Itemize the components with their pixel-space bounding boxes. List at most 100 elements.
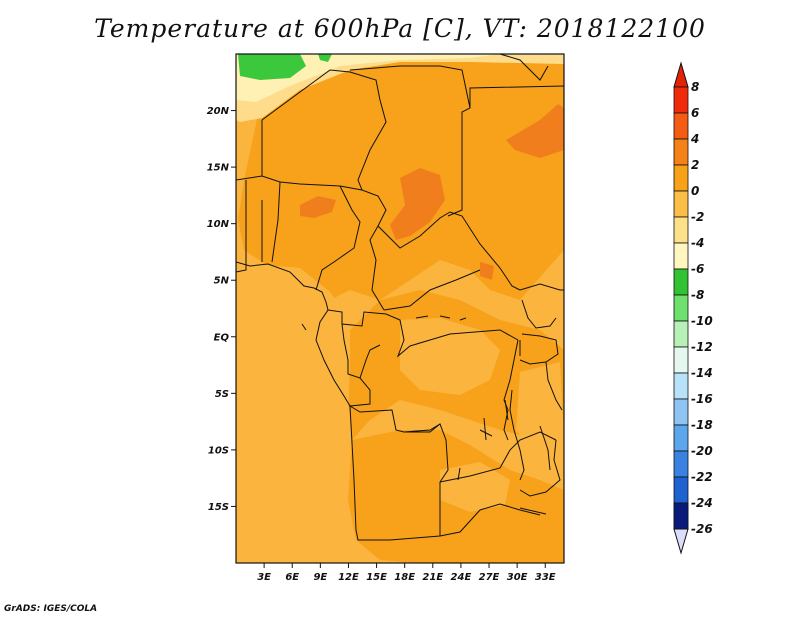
border-line xyxy=(457,467,461,481)
colorbar-segment xyxy=(673,86,689,114)
lon-tick-label: 6E xyxy=(285,572,299,583)
lon-tick-label: 27E xyxy=(479,572,500,583)
colorbar-bottom-arrow xyxy=(673,528,689,555)
colorbar-segment xyxy=(673,320,689,348)
field-region-0-2 xyxy=(440,462,510,512)
lat-tick-label: 15N xyxy=(207,163,230,174)
field-region-minus6-minus4 xyxy=(318,54,332,62)
border-line xyxy=(503,339,519,441)
field-region-4-6 xyxy=(480,262,494,280)
latitude-axis: 20N 15N 10N 5N EQ 5S 10S 15S xyxy=(207,106,236,513)
field-region-minus6-minus4 xyxy=(238,54,306,80)
lake-shore xyxy=(519,299,557,356)
colorbar-segment xyxy=(673,164,689,192)
country-borders xyxy=(236,54,564,541)
colorbar-segment xyxy=(673,112,689,140)
colorbar-label: 2 xyxy=(691,158,699,172)
colorbar-label: -10 xyxy=(691,314,713,328)
lat-tick-label: 5N xyxy=(214,276,230,287)
border-line xyxy=(341,323,381,379)
lon-tick-label: 15E xyxy=(366,572,387,583)
border-line xyxy=(519,333,559,365)
colorbar-segment xyxy=(673,294,689,322)
colorbar-segment xyxy=(673,190,689,218)
colorbar-label: -22 xyxy=(691,470,713,484)
lat-tick-label: 10S xyxy=(208,445,229,456)
colorbar-segment xyxy=(673,242,689,270)
lon-tick-label: 30E xyxy=(507,572,528,583)
border-line xyxy=(403,423,441,433)
border-line xyxy=(315,185,361,291)
colorbar-segment xyxy=(673,476,689,504)
map-frame xyxy=(235,53,565,564)
colorbar-label: 6 xyxy=(691,106,699,120)
lat-tick-label: 15S xyxy=(208,502,229,513)
border-line xyxy=(271,181,281,263)
colorbar-label: -18 xyxy=(691,418,713,432)
border-line xyxy=(377,211,521,291)
colorbar-segment xyxy=(673,372,689,400)
lake-shore xyxy=(479,417,493,441)
field-region-0-2 xyxy=(400,318,500,395)
lon-tick-label: 18E xyxy=(394,572,415,583)
colorbar-label: -16 xyxy=(691,392,713,406)
lat-tick-label: 20N xyxy=(207,106,230,117)
border-line xyxy=(348,377,449,483)
colorbar: 8 6 4 2 0 -2 -4 -6 -8 -10 -12 -14 -16 -18 -20 -22 -24 -26 xyxy=(673,61,713,555)
field-region-0-2 xyxy=(236,262,350,563)
colorbar-segment xyxy=(673,268,689,296)
colorbar-label: -24 xyxy=(691,496,713,510)
lake-shore xyxy=(504,389,525,481)
colorbar-label: -26 xyxy=(691,522,713,536)
border-line xyxy=(519,439,561,497)
colorbar-top-arrow xyxy=(673,61,689,88)
field-region-4-6 xyxy=(506,104,564,158)
lon-tick-label: 3E xyxy=(257,572,271,583)
grads-credit: GrADS: IGES/COLA xyxy=(4,604,98,614)
map-title: Temperature at 600hPa [C], VT: 201812210… xyxy=(94,14,706,43)
border-line xyxy=(519,283,564,291)
colorbar-segment xyxy=(673,346,689,374)
lon-tick-label: 12E xyxy=(338,572,359,583)
border-line xyxy=(383,269,481,311)
border-line xyxy=(236,180,247,273)
colorbar-segment xyxy=(673,424,689,452)
border-line xyxy=(349,65,471,217)
lon-tick-label: 24E xyxy=(451,572,472,583)
lon-tick-label: 33E xyxy=(535,572,556,583)
colorbar-label: -6 xyxy=(691,262,704,276)
field-region-4-6 xyxy=(300,196,336,218)
border-line xyxy=(545,361,563,411)
colorbar-label: -2 xyxy=(691,210,704,224)
border-line xyxy=(439,431,557,483)
border-line xyxy=(261,69,387,191)
coastline xyxy=(236,261,351,407)
colorbar-segment xyxy=(673,450,689,478)
lat-tick-label: 5S xyxy=(215,389,229,400)
temperature-field xyxy=(236,54,564,563)
border-line xyxy=(469,85,564,108)
lake-shore xyxy=(519,425,551,515)
colorbar-label: -12 xyxy=(691,340,713,354)
colorbar-label: 8 xyxy=(691,80,699,94)
border-line xyxy=(499,54,549,81)
colorbar-segment xyxy=(673,138,689,166)
lake-shore xyxy=(301,315,467,331)
field-region-4-6 xyxy=(390,168,445,240)
colorbar-segment xyxy=(673,216,689,244)
colorbar-segment xyxy=(673,502,689,530)
colorbar-label: -20 xyxy=(691,444,713,458)
lat-tick-label: 10N xyxy=(207,219,230,230)
colorbar-label: 4 xyxy=(690,132,699,146)
longitude-axis: 3E 6E 9E 12E 15E 18E 21E 24E 27E 30E 33E xyxy=(257,563,556,583)
colorbar-segment xyxy=(673,398,689,426)
colorbar-label: -14 xyxy=(691,366,713,380)
colorbar-label: -4 xyxy=(691,236,704,250)
colorbar-label: -8 xyxy=(691,288,704,302)
field-region-0-2 xyxy=(516,362,564,460)
colorbar-label: 0 xyxy=(691,184,699,198)
lon-tick-label: 21E xyxy=(422,572,443,583)
lat-tick-label: EQ xyxy=(214,332,230,343)
lon-tick-label: 9E xyxy=(313,572,327,583)
